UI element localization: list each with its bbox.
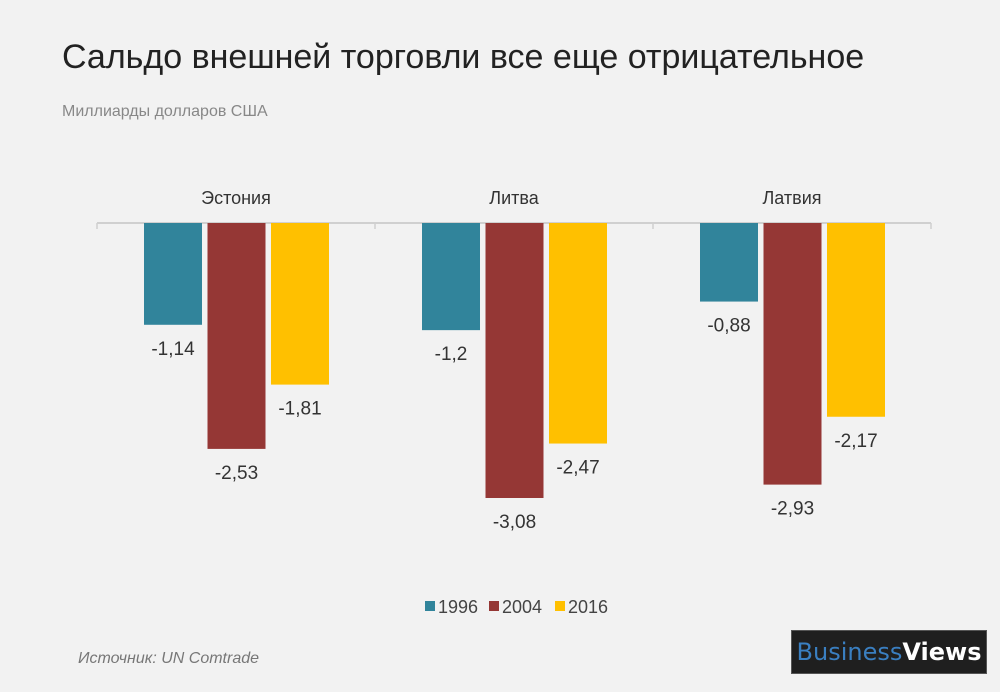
category-label: Латвия [762,188,821,208]
bar-1996-2 [700,223,758,302]
bar-2016-2 [827,223,885,417]
bar-2004-0 [207,223,266,449]
legend-swatch-2016 [555,601,565,611]
bar-2004-1 [485,223,544,498]
data-label: -1,81 [278,399,321,420]
bar-1996-0 [144,223,202,325]
legend-swatch-1996 [425,601,435,611]
bar-2016-1 [549,223,607,444]
source-note: Источник: UN Comtrade [78,650,260,667]
chart-subtitle: Миллиарды долларов США [62,103,268,120]
data-label: -2,53 [215,463,258,484]
bar-1996-1 [422,223,480,331]
data-label: -1,2 [435,344,468,365]
data-label: -0,88 [707,316,750,337]
bar-2016-0 [271,223,329,385]
legend-swatch-2004 [489,601,499,611]
category-label: Эстония [201,188,271,208]
data-label: -3,08 [493,512,536,533]
data-label: -2,93 [771,499,814,520]
category-label: Литва [489,188,539,208]
data-label: -1,14 [151,339,195,360]
legend-label: 2016 [568,597,608,617]
legend-label: 1996 [438,597,478,617]
businessviews-logo: BusinessViews [791,630,987,674]
legend-label: 2004 [502,597,542,617]
chart-title: Сальдо внешней торговли все еще отрицате… [62,38,865,76]
bar-2004-2 [763,223,822,485]
data-label: -2,17 [834,431,877,452]
data-label: -2,47 [556,458,599,479]
